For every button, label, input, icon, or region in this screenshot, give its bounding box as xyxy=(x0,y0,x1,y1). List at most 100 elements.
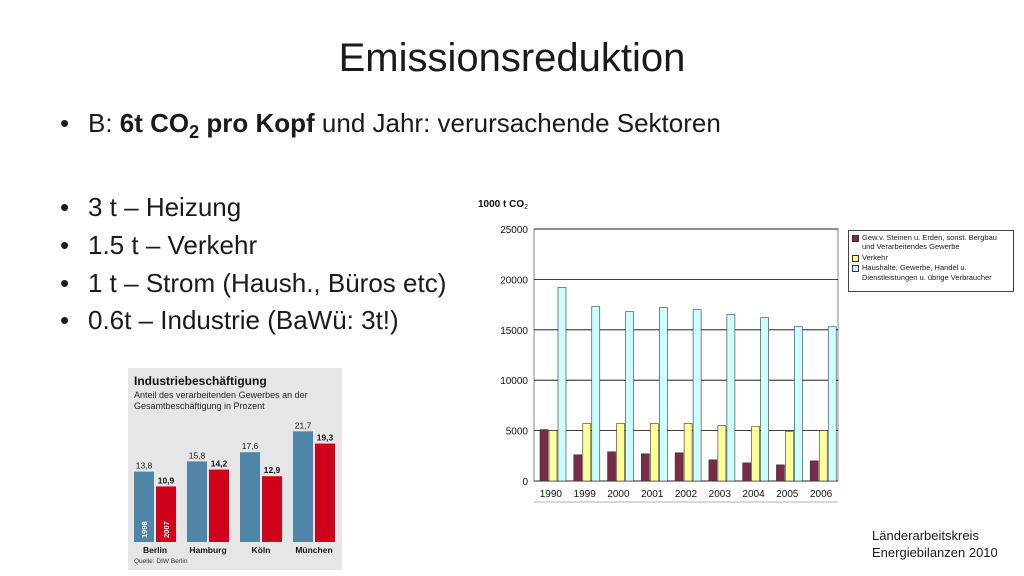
bar xyxy=(692,309,702,482)
bar xyxy=(717,425,727,482)
legend-item: Gew.v. Steinen u. Erden, sonst. Bergbau … xyxy=(852,233,1010,252)
co2-bar-chart: 1000 t CO2 0 5000 10000 15000 20000 25000 1990 1… xyxy=(478,199,839,503)
employment-chart-subtitle: Anteil des verarbeitenden Gewerbes an de… xyxy=(134,390,308,411)
legend-label: Verkehr xyxy=(862,252,888,262)
source-line: Länderarbeitskreis xyxy=(872,528,979,543)
bullet-text: 1 t – Strom (Haush., Büros etc) xyxy=(88,267,447,298)
employment-chart-source: Quelle: DIW Berlin xyxy=(134,558,188,565)
x-tick-label: 2002 xyxy=(675,489,698,500)
y-tick-label: 20000 xyxy=(500,275,528,286)
bar xyxy=(616,423,625,482)
data-label: 15,8 xyxy=(189,450,206,460)
bullet-text: 3 t – Heizung xyxy=(88,192,242,223)
bullet-text: 0.6t – Industrie (BaWü: 3t!) xyxy=(88,305,399,336)
legend-swatch xyxy=(852,265,859,273)
x-tick-label: 2003 xyxy=(709,489,732,500)
data-label: 14,2 xyxy=(211,459,228,469)
bar xyxy=(573,454,583,482)
bullet-item: • 1 t – Strom (Haush., Büros etc) xyxy=(60,265,721,303)
legend-label: Gew.v. Steinen u. Erden, sonst. Bergbau … xyxy=(862,233,997,252)
source-line: Energiebilanzen 2010 xyxy=(872,544,998,560)
bar xyxy=(293,431,313,542)
x-tick-label: Berlin xyxy=(143,545,167,555)
bar xyxy=(751,426,760,482)
bullet-item: • 1.5 t – Verkehr xyxy=(60,227,721,265)
bar xyxy=(760,317,769,482)
y-tick-label: 0 xyxy=(522,477,528,488)
bullet-item: • 0.6t – Industrie (BaWü: 3t!) xyxy=(60,302,721,340)
chart-title: 1000 t CO2 xyxy=(478,199,528,211)
bar xyxy=(809,460,819,482)
bullet-rest: und Jahr: verursachende Sektoren xyxy=(314,108,721,138)
y-tick-label: 10000 xyxy=(500,376,528,387)
employment-bars: 13,8 1998 10,9 2007 Berlin 15,8 14,2 Hamburg 17,… xyxy=(134,420,335,555)
bar xyxy=(156,486,176,542)
bullet-item: • B: 6t CO2 pro Kopf und Jahr: verursach… xyxy=(60,105,721,145)
y-tick-label: 5000 xyxy=(506,427,529,438)
x-tick-label: 1990 xyxy=(540,489,563,500)
x-tick-label: 1999 xyxy=(574,489,597,500)
bar xyxy=(776,464,785,482)
bullet-dot: • xyxy=(60,267,70,298)
data-label: 13,8 xyxy=(136,461,153,471)
bar xyxy=(209,469,229,542)
bar xyxy=(683,423,693,482)
x-tick-label: 2001 xyxy=(641,489,664,500)
bar xyxy=(625,311,634,482)
x-tick-label: 2006 xyxy=(810,489,833,500)
legend-swatch xyxy=(852,254,859,262)
employment-chart: Industriebeschäftigung Anteil des verarb… xyxy=(128,368,342,570)
bullet-bold-a: 6t CO xyxy=(119,108,190,138)
bullet-dot: • xyxy=(60,108,70,138)
employment-chart-title: Industriebeschäftigung xyxy=(134,374,267,388)
bar xyxy=(557,287,567,482)
x-tick-label: München xyxy=(295,545,332,555)
bar xyxy=(726,314,736,482)
bar xyxy=(591,306,601,482)
bullet-dot: • xyxy=(60,229,70,260)
series-year-label: 1998 xyxy=(140,521,149,538)
bar xyxy=(240,452,260,542)
bar xyxy=(785,431,794,482)
bar xyxy=(641,453,650,482)
bar xyxy=(827,326,837,482)
source-note: Länderarbeitskreis Energiebilanzen 2010 xyxy=(872,528,998,562)
series-year-label: 2007 xyxy=(162,521,171,538)
x-tick-label: Hamburg xyxy=(189,545,226,555)
bar xyxy=(539,429,549,482)
bullet-dot: • xyxy=(60,192,70,223)
bullet-dot: • xyxy=(60,305,70,336)
y-tick-label: 25000 xyxy=(500,225,528,236)
bar xyxy=(650,423,659,482)
bullet-text: 1.5 t – Verkehr xyxy=(88,229,258,260)
data-label: 17,6 xyxy=(242,441,259,451)
x-tick-label: Köln xyxy=(252,545,271,555)
slide-title: Emissionsreduktion xyxy=(338,36,686,80)
y-tick-label: 15000 xyxy=(500,326,528,337)
bullet-prefix: B: xyxy=(88,108,120,138)
bar xyxy=(708,459,718,482)
x-tick-label: 2000 xyxy=(607,489,630,500)
bar xyxy=(582,423,592,482)
bar xyxy=(794,326,803,482)
bar xyxy=(659,307,668,482)
bar xyxy=(742,462,751,482)
bullet-bold-b: pro Kopf xyxy=(199,108,315,138)
legend-label: Haushalte, Gewerbe, Handel u. Dienstleis… xyxy=(862,263,992,282)
bar xyxy=(674,452,684,482)
data-label: 19,3 xyxy=(317,433,334,443)
legend-item: Verkehr xyxy=(852,253,1010,262)
bar xyxy=(548,430,558,482)
bullet-bold-sub: 2 xyxy=(189,122,200,143)
bullet-bold-text: 6t CO2 pro Kopf xyxy=(119,108,315,142)
x-tick-label: 2005 xyxy=(776,489,799,500)
bullet-item: • 3 t – Heizung xyxy=(60,189,721,227)
data-label: 12,9 xyxy=(264,465,281,475)
bar xyxy=(607,451,616,482)
bar xyxy=(818,430,828,482)
bar xyxy=(262,476,282,542)
data-label: 21,7 xyxy=(295,420,312,430)
bar xyxy=(187,461,207,542)
bar xyxy=(134,471,154,542)
chart-legend: Gew.v. Steinen u. Erden, sonst. Bergbau … xyxy=(848,230,1014,292)
